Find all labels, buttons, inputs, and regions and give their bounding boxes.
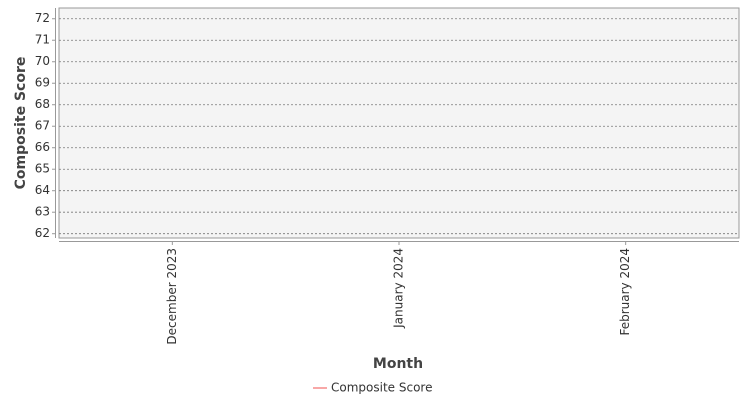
y-tick-label: 64 [35,183,50,197]
x-tick-label: February 2024 [618,248,632,336]
y-tick-label: 72 [35,11,50,25]
y-axis-title: Composite Score [13,57,29,190]
x-axis-title: Month [373,356,423,372]
y-tick-label: 63 [35,205,50,219]
x-tick-label: December 2023 [165,248,179,345]
y-tick-label: 70 [35,54,50,68]
y-tick-label: 69 [35,76,50,90]
y-tick-label: 62 [35,226,50,240]
y-tick-label: 67 [35,119,50,133]
y-tick-label: 66 [35,140,50,154]
y-tick-label: 65 [35,162,50,176]
y-tick-label: 71 [35,33,50,47]
legend-label: Composite Score [331,381,432,395]
y-tick-label: 68 [35,97,50,111]
x-tick-label: January 2024 [392,248,406,329]
plot-area [58,7,740,239]
